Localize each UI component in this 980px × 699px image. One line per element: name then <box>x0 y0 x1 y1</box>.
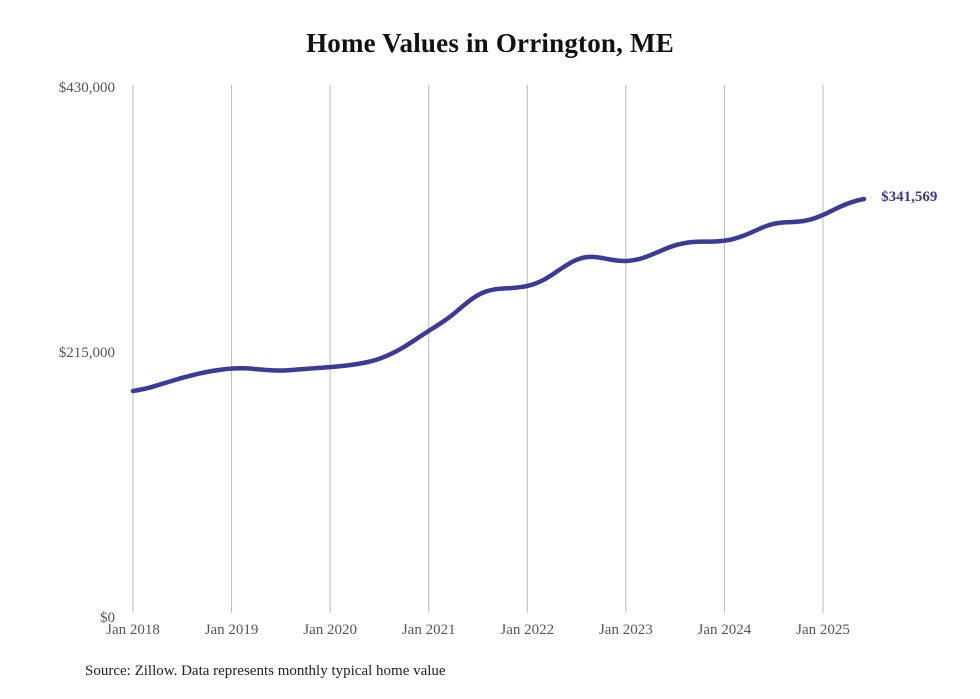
source-note: Source: Zillow. Data represents monthly … <box>85 663 446 679</box>
x-axis-tick-jan-2018: Jan 2018 <box>106 622 160 638</box>
gridlines-group <box>132 85 824 613</box>
x-axis-tick-jan-2022: Jan 2022 <box>500 622 555 638</box>
x-axis-tick-jan-2021: Jan 2021 <box>401 622 456 638</box>
end-point-value-label: $341,569 <box>881 188 938 205</box>
x-axis-tick-jan-2019: Jan 2019 <box>204 622 259 638</box>
y-axis-tick-top: $430,000 <box>58 80 115 96</box>
x-axis-tick-jan-2025: Jan 2025 <box>796 622 850 638</box>
y-axis-tick-bottom: $0 <box>100 610 115 626</box>
chart-title: Home Values in Orrington, ME <box>306 28 674 58</box>
x-axis-tick-jan-2020: Jan 2020 <box>303 622 358 638</box>
x-axis-tick-jan-2023: Jan 2023 <box>598 622 653 638</box>
x-axis-tick-jan-2024: Jan 2024 <box>697 622 752 638</box>
line-series-typical-home-value <box>130 196 867 394</box>
y-axis-tick-middle: $215,000 <box>58 345 115 361</box>
